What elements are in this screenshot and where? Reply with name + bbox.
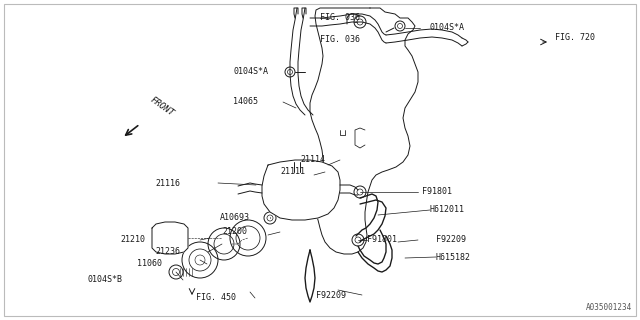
Text: FIG. 036: FIG. 036: [320, 13, 360, 22]
Text: A10693: A10693: [220, 212, 250, 221]
Text: 14065: 14065: [233, 98, 258, 107]
Text: 11060: 11060: [137, 260, 162, 268]
Text: 21116: 21116: [155, 179, 180, 188]
Text: FRONT: FRONT: [148, 95, 175, 118]
Text: H615182: H615182: [436, 252, 471, 261]
Text: FIG. 720: FIG. 720: [555, 34, 595, 43]
Text: F91801: F91801: [422, 188, 452, 196]
Text: 21236: 21236: [155, 247, 180, 257]
Text: FIG. 450: FIG. 450: [196, 293, 236, 302]
Polygon shape: [310, 8, 418, 254]
Text: 21210: 21210: [120, 236, 145, 244]
Text: 0104S*B: 0104S*B: [88, 276, 123, 284]
Text: F92209: F92209: [436, 236, 466, 244]
Text: FIG. 036: FIG. 036: [320, 36, 360, 44]
Text: 21111: 21111: [280, 167, 305, 177]
Text: H612011: H612011: [430, 205, 465, 214]
Text: A035001234: A035001234: [586, 303, 632, 312]
Polygon shape: [152, 222, 188, 254]
Text: 21114: 21114: [300, 156, 325, 164]
Text: 21200: 21200: [222, 228, 247, 236]
Text: F91801: F91801: [367, 236, 397, 244]
Text: F92209: F92209: [316, 291, 346, 300]
Text: 0104S*A: 0104S*A: [430, 23, 465, 33]
Text: 0104S*A: 0104S*A: [233, 68, 268, 76]
Polygon shape: [262, 160, 340, 220]
